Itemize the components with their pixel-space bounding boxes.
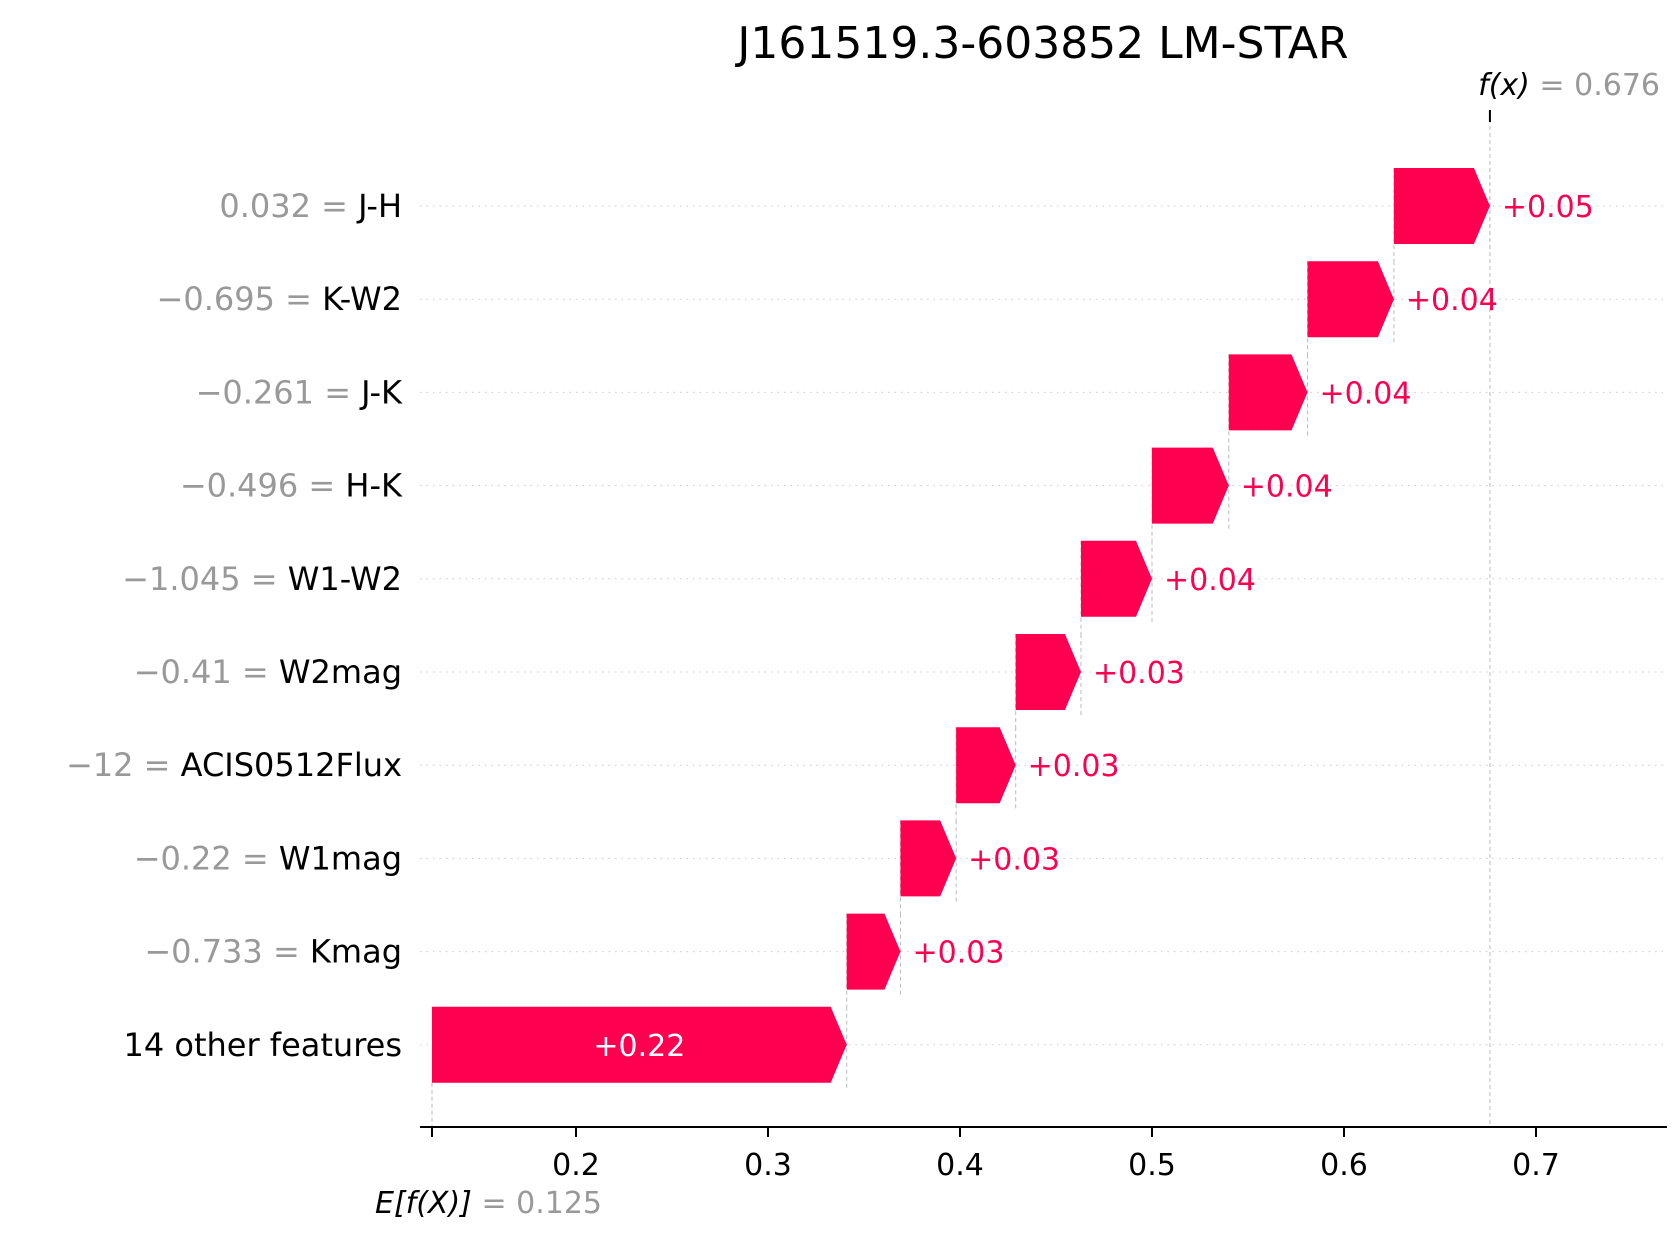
- contribution-label: +0.03: [968, 842, 1060, 877]
- feature-label: −0.22 = W1mag: [134, 839, 402, 877]
- contribution-bar: [846, 913, 901, 990]
- feature-name: J-K: [359, 373, 403, 411]
- feature-label: −0.261 = J-K: [196, 373, 403, 411]
- contribution-label: +0.04: [1164, 563, 1256, 598]
- fx-label: f(x): [1478, 68, 1530, 103]
- contribution-label: +0.03: [1093, 656, 1185, 691]
- fx-value: 0.676: [1574, 68, 1660, 103]
- feature-name: Kmag: [310, 933, 402, 971]
- contribution-label: +0.04: [1320, 376, 1412, 411]
- base-annotation: E[f(X)] = 0.125: [375, 1186, 602, 1221]
- contribution-bar: [1393, 168, 1490, 244]
- svg-text:f(x) = 0.676: f(x) = 0.676: [1478, 68, 1660, 103]
- feature-label: −0.496 = H-K: [180, 467, 403, 505]
- feature-value: −12 =: [66, 746, 181, 784]
- contribution-label: +0.22: [593, 1029, 685, 1064]
- feature-value: −0.261 =: [196, 373, 362, 411]
- feature-name: K-W2: [322, 280, 402, 318]
- feature-label: −12 = ACIS0512Flux: [66, 746, 402, 784]
- fx-annotation: f(x) = 0.676: [1478, 68, 1660, 103]
- feature-label: −0.733 = Kmag: [144, 933, 402, 971]
- contribution-bar: [432, 1006, 847, 1083]
- feature-label: −1.045 = W1-W2: [122, 560, 402, 598]
- contribution-label: +0.03: [1028, 749, 1120, 784]
- x-tick-label: 0.5: [1128, 1148, 1176, 1183]
- contribution-bar: [1152, 447, 1229, 524]
- contribution-bar: [1228, 354, 1308, 431]
- contribution-bar: [1307, 261, 1394, 338]
- x-tick-label: 0.4: [936, 1148, 984, 1183]
- contribution-bar: [1080, 540, 1152, 617]
- x-tick-label: 0.6: [1320, 1148, 1368, 1183]
- bars-layer: +0.05 +0.04 +0.04 +0.04 +0.04 +0.03 +0.03 +0.03…: [432, 168, 1594, 1083]
- x-axis: 0.2 0.3 0.4 0.5 0.6 0.7: [420, 1126, 1667, 1183]
- x-tick-label: 0.2: [552, 1148, 600, 1183]
- contribution-label: +0.04: [1241, 470, 1333, 505]
- x-tick-label: 0.7: [1512, 1148, 1560, 1183]
- feature-name: W1-W2: [288, 560, 402, 598]
- feature-label: 14 other features: [123, 1026, 402, 1064]
- feature-name: 14 other features: [123, 1026, 402, 1064]
- chart-title: J161519.3-603852 LM-STAR: [734, 18, 1348, 69]
- feature-name: W1mag: [279, 839, 402, 877]
- contribution-bar: [956, 727, 1016, 804]
- feature-value: −0.22 =: [134, 839, 279, 877]
- feature-value: −0.41 =: [134, 653, 279, 691]
- feature-name: W2mag: [279, 653, 402, 691]
- feature-value: 0.032 =: [219, 187, 358, 225]
- contribution-bar: [1015, 634, 1081, 710]
- contribution-label: +0.03: [912, 936, 1004, 971]
- feature-name: ACIS0512Flux: [181, 746, 402, 784]
- base-label: E[f(X)]: [375, 1186, 472, 1221]
- feature-label: 0.032 = J-H: [219, 187, 402, 225]
- feature-name: J-H: [356, 187, 402, 225]
- feature-label: −0.41 = W2mag: [134, 653, 402, 691]
- feature-value: −0.733 =: [144, 933, 310, 971]
- feature-value: −0.695 =: [157, 280, 323, 318]
- feature-value: −1.045 =: [122, 560, 288, 598]
- contribution-bar: [900, 820, 957, 897]
- feature-name: H-K: [345, 467, 403, 505]
- contribution-label: +0.05: [1502, 190, 1594, 225]
- x-tick-label: 0.3: [744, 1148, 792, 1183]
- grid-layer: [420, 110, 1667, 1127]
- feature-label: −0.695 = K-W2: [157, 280, 402, 318]
- base-value: 0.125: [516, 1186, 602, 1221]
- feature-labels: 0.032 = J-H −0.695 = K-W2 −0.261 = J-K −0.4…: [66, 187, 403, 1064]
- contribution-label: +0.04: [1406, 283, 1498, 318]
- feature-value: −0.496 =: [180, 467, 346, 505]
- svg-text:E[f(X)] = 0.125: E[f(X)] = 0.125: [375, 1186, 602, 1221]
